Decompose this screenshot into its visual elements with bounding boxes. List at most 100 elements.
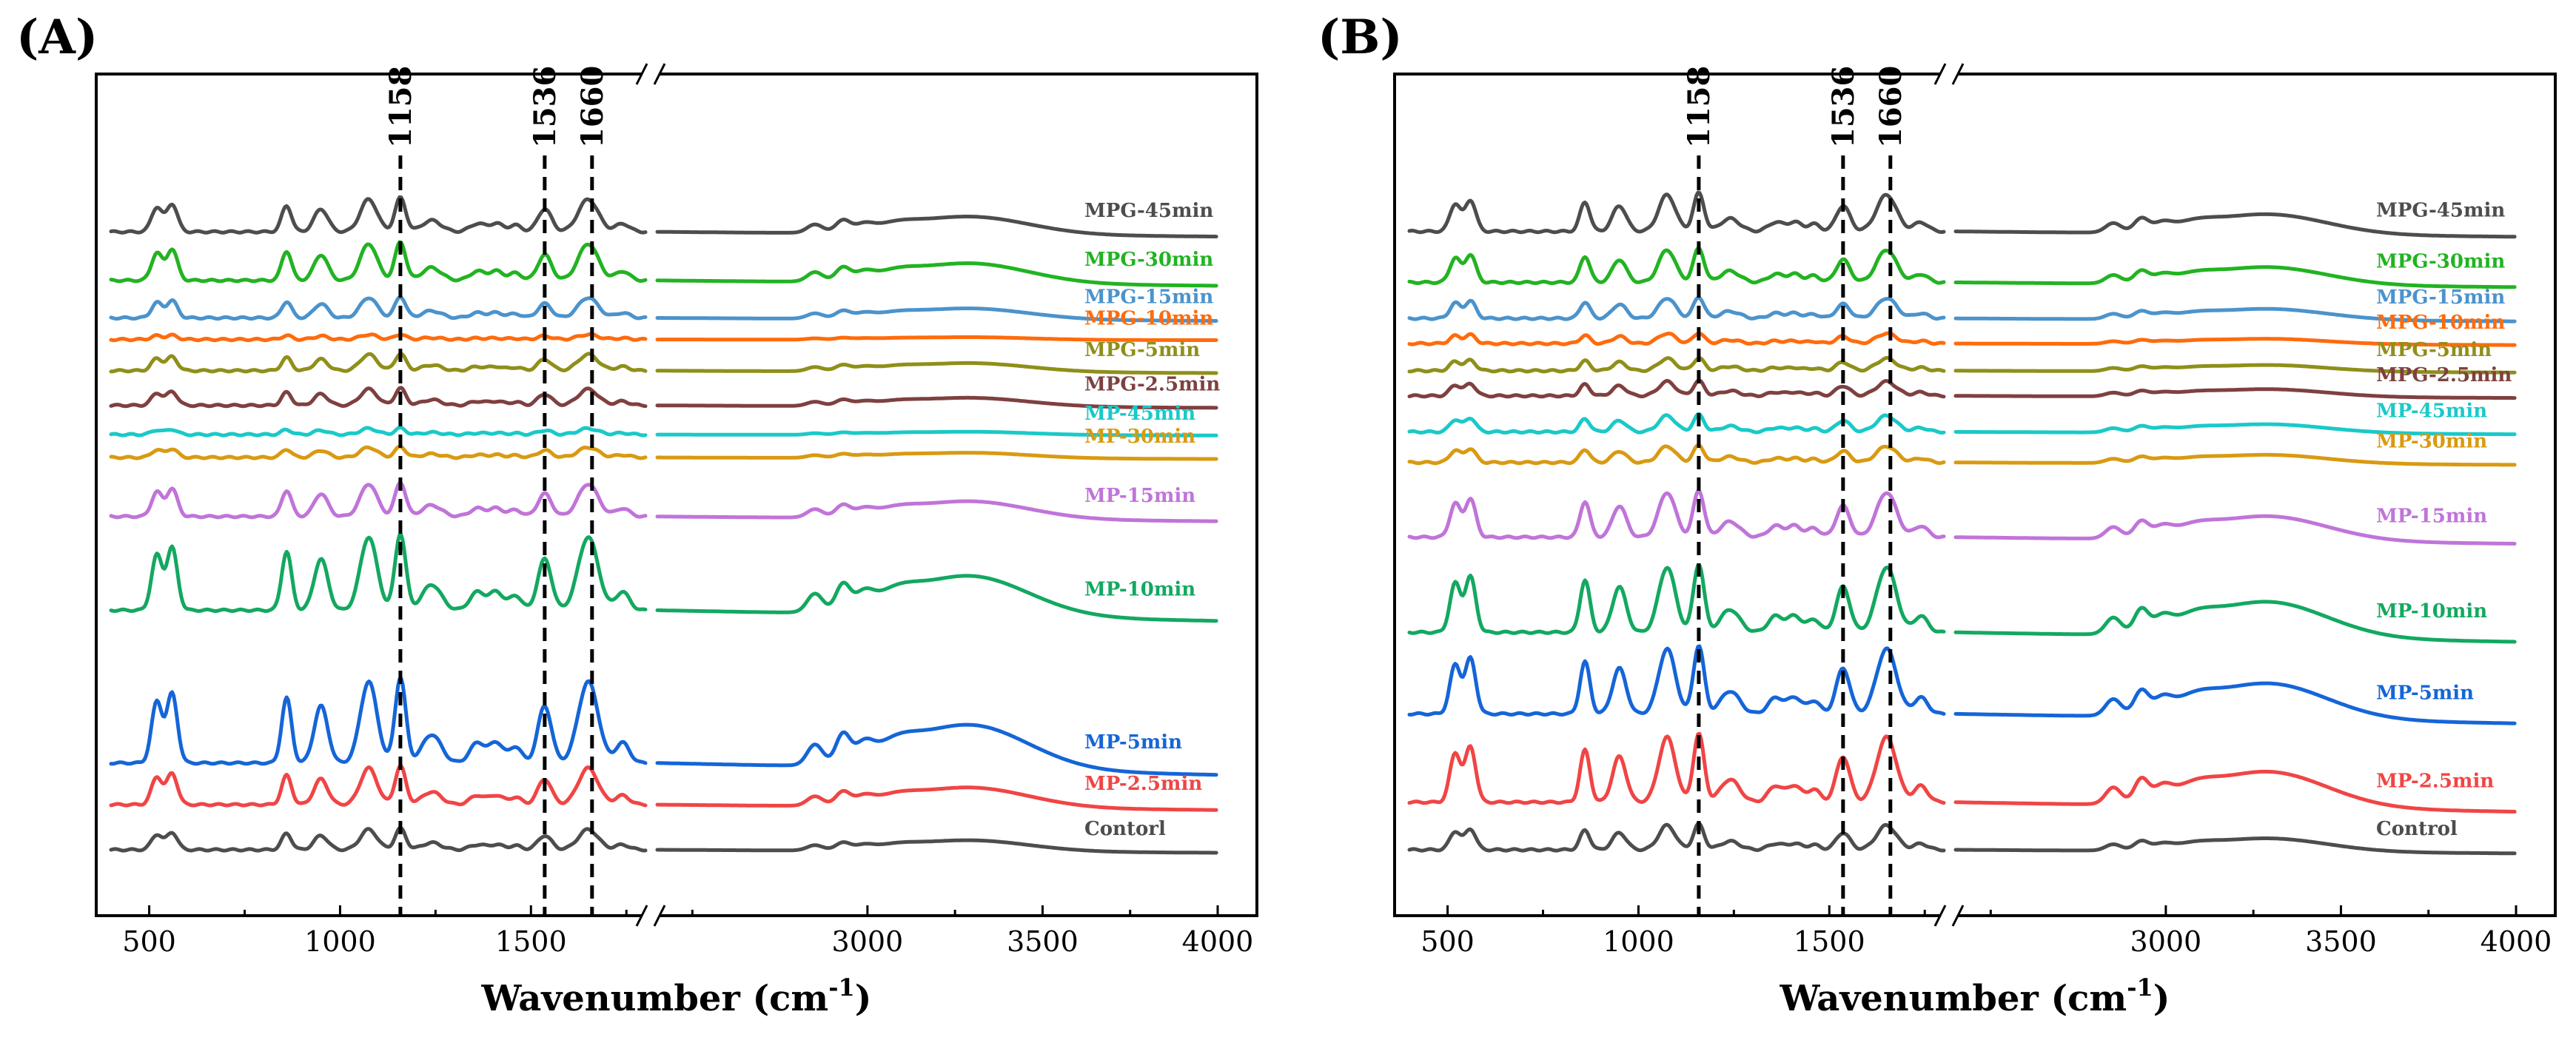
series-label: MP-45min [1084,403,1195,425]
series-label: MP-10min [2376,600,2487,623]
x-tick-label: 3000 [832,925,904,958]
spectrum-right-MPG-10min [655,335,1218,342]
spectrum-left-MPG-10min [109,332,648,343]
series-label: MP-15min [1084,485,1195,507]
reference-label: 1158 [1682,66,1717,148]
series-label: MPG-30min [2376,250,2505,272]
series-label: MPG-5min [2376,339,2492,361]
spectrum-right-MPG-30min [655,261,1218,288]
series-label: MP-45min [2376,400,2487,422]
spectrum-left-MPG-15min [1407,295,1946,321]
panel-label: (A) [16,10,98,65]
x-tick-label: 4000 [1182,925,1254,958]
spectrum-right-MPG-5min [655,360,1218,375]
x-tick-label: 4000 [2481,925,2552,958]
spectrum-left-MP-15min [109,480,648,520]
series-label: MPG-30min [1084,249,1213,271]
spectrum-left-MPG-10min [1407,331,1946,346]
spectrum-left-MPG-5min [1407,355,1946,374]
spectrum-left-MPG-2.5min [109,386,648,409]
spectrum-left-MP-45min [109,425,648,437]
spectrum-right-MPG-45min [655,215,1218,239]
series-label: MP-15min [2376,506,2487,528]
spectrum-right-MP-5min [1953,681,2517,725]
spectrum-right-MPG-10min [1953,337,2517,347]
series-label: MP-10min [1084,578,1195,600]
spectrum-right-MPG-15min [1953,306,2517,323]
series-label: MPG-2.5min [1084,374,1220,396]
spectrum-right-MPG-45min [1953,212,2517,239]
x-tick-label: 3000 [2130,925,2202,958]
spectrum-right-MP-45min [655,429,1218,437]
spectrum-right-MPG-2.5min [655,395,1218,410]
panel-a: (A) 500 1000 1500 3000 3500 4000 Wavenumber (cm… [16,10,1258,1019]
spectrum-right-MPG-30min [1953,265,2517,289]
axis-break-mark [653,905,666,927]
x-tick-label: 1000 [1603,925,1674,958]
plot-frame [95,73,1258,917]
spectrum-left-Contorl [109,825,648,853]
spectrum-left-MPG-5min [109,352,648,374]
series-label: MP-2.5min [1084,773,1202,795]
series-label: MPG-5min [1084,339,1200,361]
spectrum-left-MP-10min [1407,563,1946,635]
spectrum-right-MPG-15min [655,306,1218,323]
spectrum-right-MP-2.5min [1953,769,2517,814]
series-label: MPG-2.5min [2376,364,2512,386]
spectrum-right-Contorl [655,838,1218,855]
spectrum-left-Control [1407,822,1946,853]
series-label: Control [2376,818,2458,840]
x-axis-label: Wavenumber (cm-1) [481,973,872,1019]
series-label: MPG-10min [2376,312,2505,334]
spectrum-left-MP-45min [1407,412,1946,435]
axis-break-mark [635,905,648,927]
series-label: MPG-45min [1084,200,1213,222]
spectrum-right-MPG-5min [1953,363,2517,375]
series-label: MPG-45min [2376,200,2505,222]
reference-label: 1660 [575,66,610,148]
spectrum-left-MP-10min [109,532,648,613]
spectrum-right-MP-45min [1953,422,2517,437]
spectrum-right-MP-30min [1953,452,2517,467]
spectrum-right-MP-5min [655,722,1218,777]
axis-break-mark [1951,63,1965,85]
reference-label: 1158 [383,66,418,148]
x-tick-label: 3500 [1007,925,1079,958]
spectrum-left-MP-2.5min [1407,731,1946,805]
x-tick-label: 500 [1421,925,1475,958]
axis-break-mark [653,63,666,85]
axis-break-mark [635,63,648,85]
series-label: MP-5min [2376,682,2474,704]
panel-b: (B) 500 1000 1500 3000 3500 4000 Wavenumber (cm… [1318,10,2557,1019]
spectrum-right-MP-2.5min [655,785,1218,812]
spectrum-left-MPG-45min [109,195,648,235]
spectrum-left-MP-30min [1407,443,1946,466]
spectrum-left-MP-5min [1407,644,1946,717]
x-tick-label: 1500 [1794,925,1865,958]
x-axis-label: Wavenumber (cm-1) [1780,973,2170,1019]
x-axis-label-close: ) [2153,978,2170,1019]
spectrum-right-Control [1953,836,2517,856]
series-label: Contorl [1084,818,1166,840]
plot-frame [1393,73,2557,917]
axis-break-mark [1933,905,1947,927]
reference-label: 1660 [1874,66,1908,148]
spectrum-right-MP-10min [655,574,1218,623]
spectrum-right-MP-10min [1953,600,2517,644]
spectrum-left-MPG-30min [109,240,648,284]
x-tick-label: 1000 [304,925,376,958]
x-axis-label-close: ) [855,978,872,1019]
panel-label: (B) [1318,10,1403,65]
series-label: MPG-15min [2376,286,2505,309]
spectrum-left-MPG-15min [109,295,648,321]
x-tick-label: 500 [122,925,176,958]
spectrum-left-MP-15min [1407,489,1946,540]
x-axis-label-superscript: -1 [2127,973,2153,1002]
x-axis-label-superscript: -1 [828,973,855,1002]
spectrum-right-MP-30min [655,451,1218,461]
axis-break-mark [1933,63,1947,85]
spectrum-right-MP-15min [655,499,1218,523]
series-label: MP-30min [1084,426,1195,448]
spectrum-left-MPG-45min [1407,190,1946,235]
